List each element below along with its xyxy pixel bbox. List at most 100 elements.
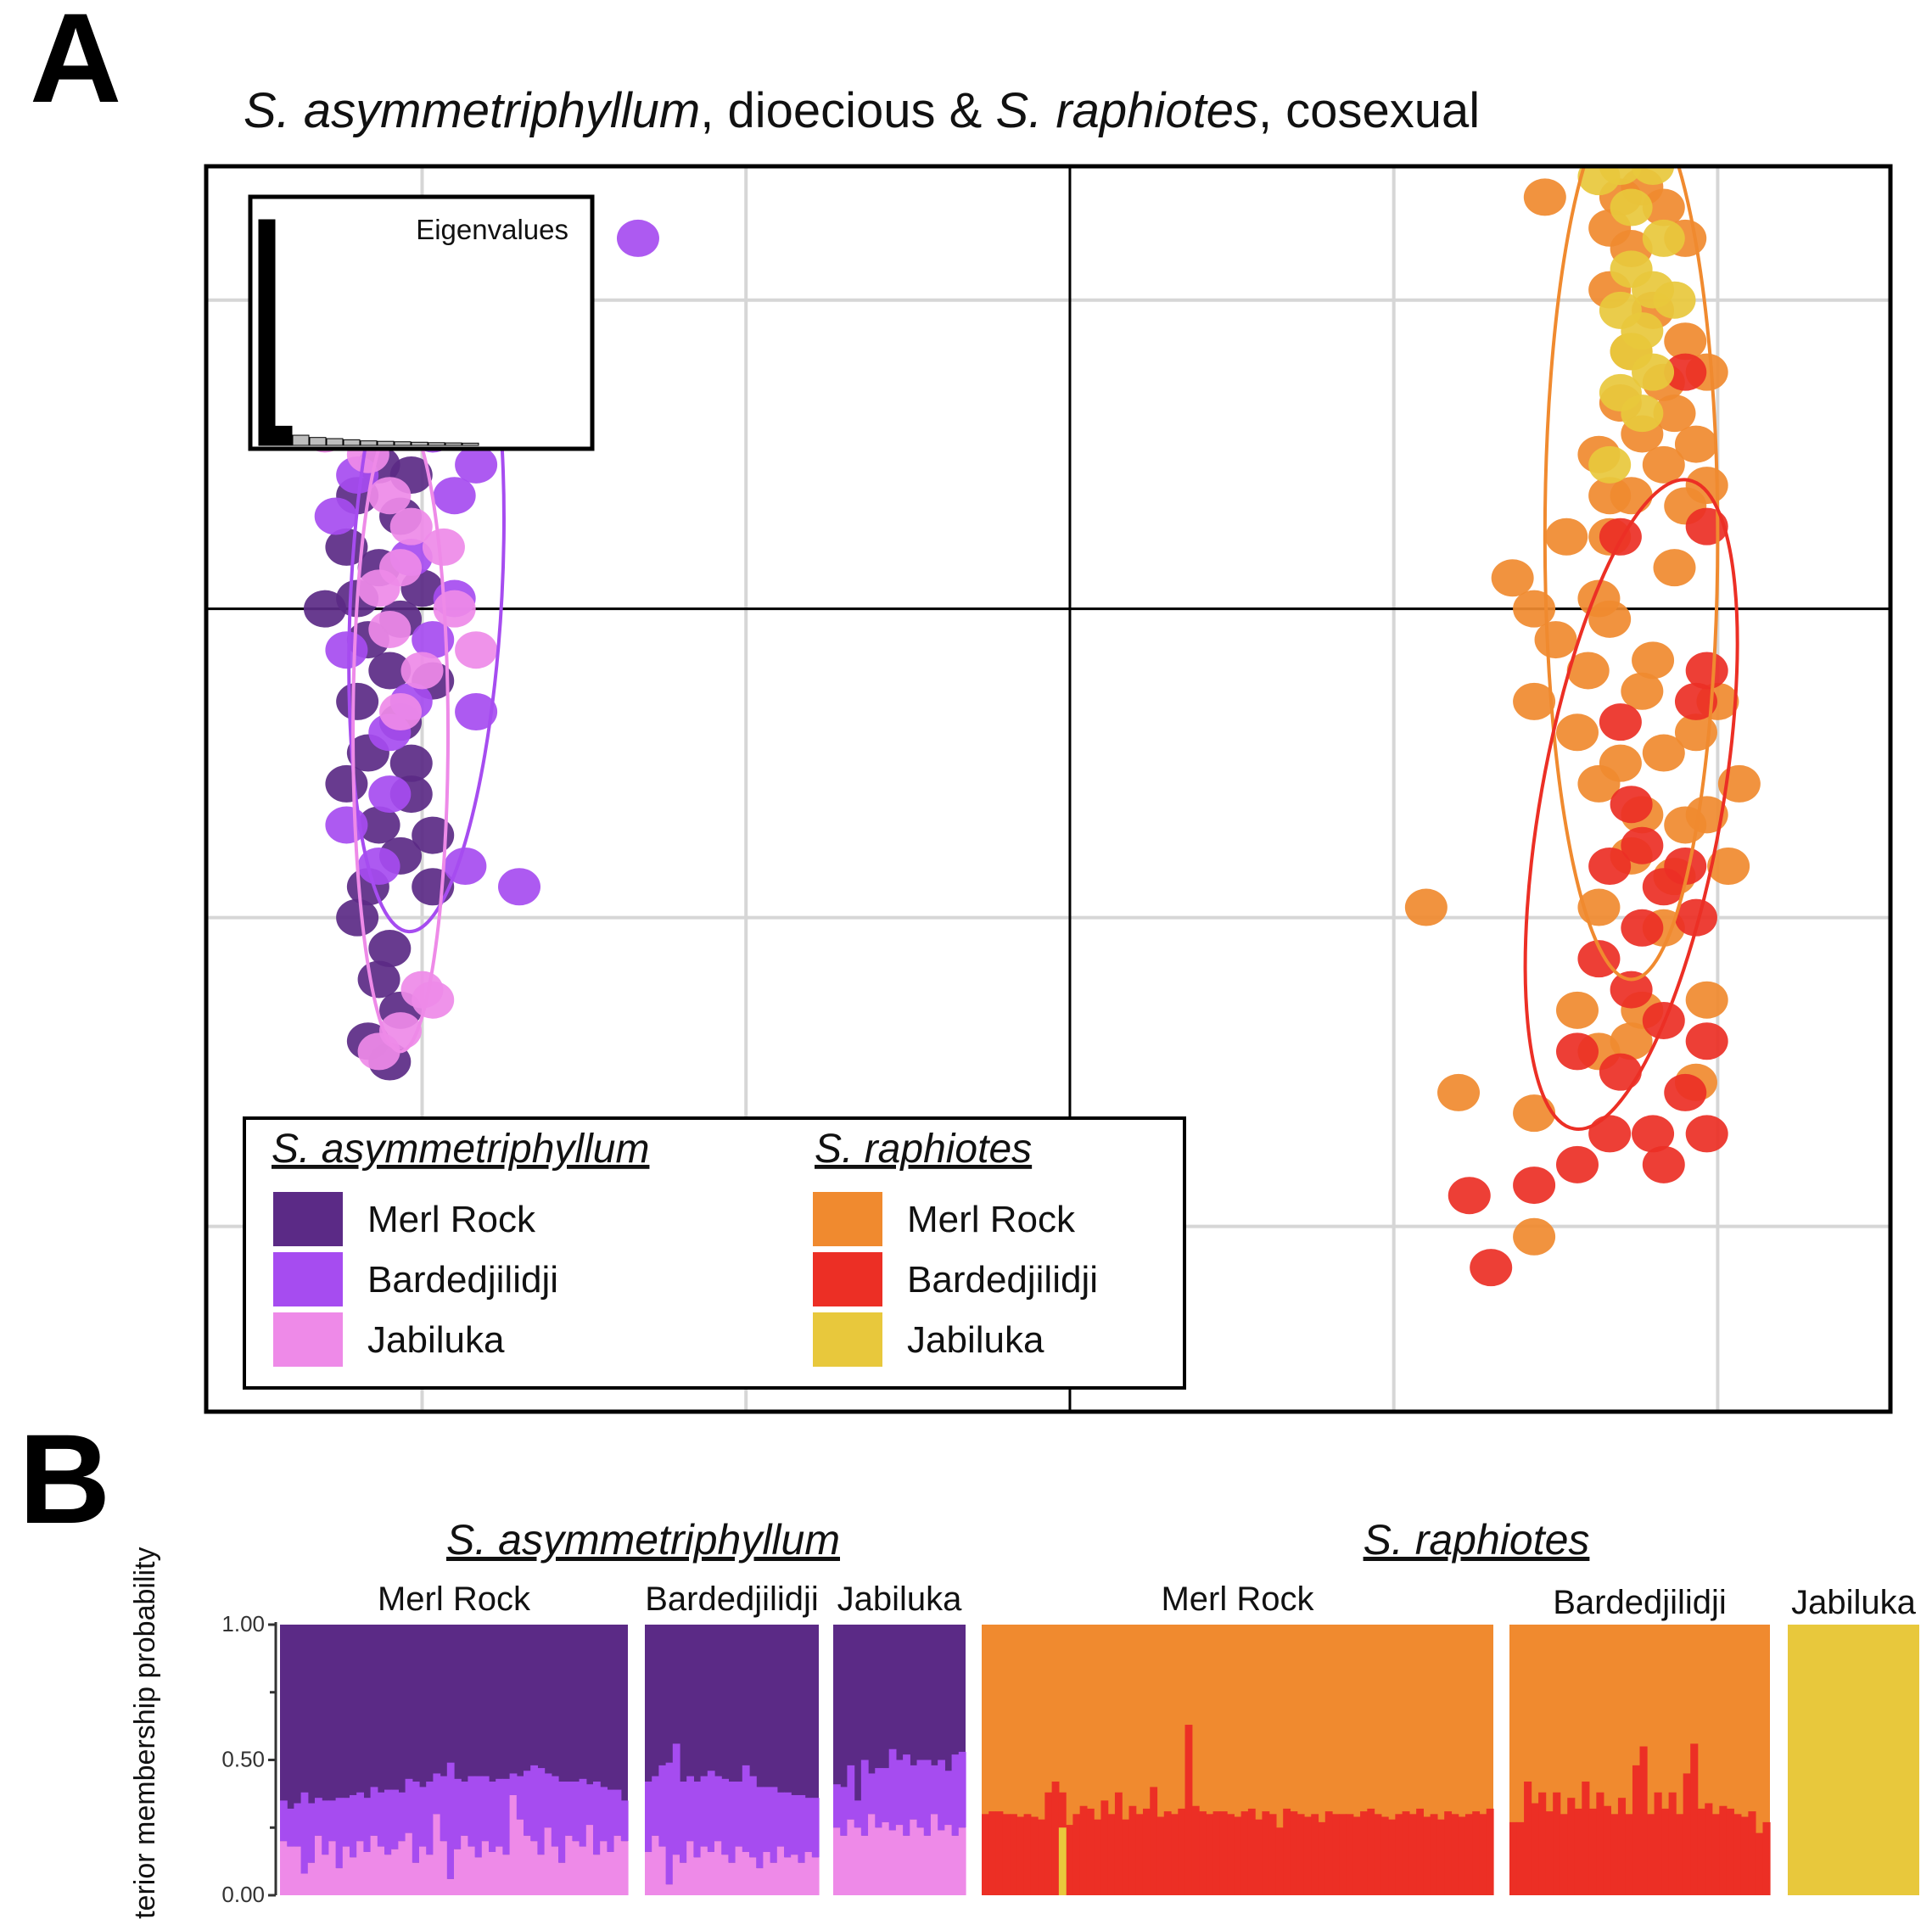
barplot-y-axis: 0.00 0.50 1.00	[221, 1611, 277, 1907]
bar-mid-0-15	[384, 1789, 392, 1855]
point-raph_bard-27	[1610, 786, 1653, 824]
bar-mid-0-37	[537, 1768, 546, 1855]
bar-bottom-3-51	[1339, 1814, 1347, 1895]
bar-bottom-0-25	[454, 1849, 462, 1895]
bar-bottom-4-3	[1531, 1803, 1539, 1895]
bar-bottom-0-4	[307, 1862, 316, 1895]
bar-mid-0-47	[607, 1789, 615, 1852]
point-asym_bard-19	[498, 868, 541, 906]
population-label-2: Jabiluka	[837, 1581, 963, 1618]
point-raph_merl-8	[1664, 322, 1707, 361]
bar-bottom-3-34	[1219, 1811, 1228, 1895]
bar-bottom-0-11	[356, 1841, 364, 1895]
bar-mid-0-32	[502, 1778, 511, 1855]
bar-bottom-3-39	[1255, 1819, 1263, 1895]
bar-bottom-2-9	[895, 1825, 904, 1895]
membership-bars	[280, 1625, 1919, 1895]
bar-mid-0-40	[558, 1782, 566, 1863]
point-raph_jabi-12	[1588, 445, 1632, 484]
point-asym_bard-13	[412, 621, 455, 659]
bar-bottom-3-61	[1408, 1814, 1417, 1895]
population-label-1: Bardedjilidji	[645, 1581, 819, 1618]
bar-bottom-0-5	[315, 1835, 322, 1895]
eigenvalue-bar-5	[343, 439, 361, 446]
bar-bottom-3-17	[1100, 1800, 1109, 1895]
point-raph_bard-21	[1555, 1145, 1599, 1183]
point-raph_bard-0	[1664, 353, 1707, 391]
bar-bottom-3-41	[1268, 1814, 1277, 1895]
bar-bottom-1-4	[672, 1855, 680, 1895]
bar-bottom-3-52	[1346, 1814, 1354, 1895]
point-raph_jabi-3	[1642, 219, 1685, 257]
bar-bottom-0-28	[474, 1857, 483, 1895]
bar-mid-0-31	[496, 1778, 503, 1847]
point-raph_bard-15	[1599, 1053, 1642, 1091]
bar-bottom-1-17	[763, 1851, 771, 1895]
bar-mid-1-20	[784, 1792, 792, 1858]
bar-bottom-4-16	[1625, 1814, 1633, 1895]
bar-bottom-3-42	[1275, 1827, 1284, 1895]
bar-bottom-3-26	[1163, 1811, 1172, 1895]
bar-bottom-0-48	[613, 1835, 622, 1895]
point-asym_bard-15	[368, 775, 412, 814]
point-raph_bard-18	[1632, 1115, 1675, 1153]
bar-bottom-2-6	[875, 1827, 883, 1895]
bar-bottom-3-54	[1360, 1811, 1368, 1895]
bar-mid-2-18	[958, 1751, 966, 1828]
point-raph_bard-10	[1621, 909, 1664, 947]
bar-mid-2-5	[868, 1773, 876, 1815]
bar-mid-1-5	[680, 1782, 687, 1863]
bar-bottom-0-7	[328, 1841, 337, 1895]
point-raph_merl-59	[1685, 981, 1728, 1019]
bar-bottom-3-16	[1094, 1819, 1102, 1895]
bar-bottom-2-11	[910, 1819, 918, 1895]
legend-group-raphiotes: S. raphiotes Merl Rock Bardedjilidji Jab…	[813, 1127, 1098, 1367]
point-asym_merl-20	[368, 930, 412, 968]
bar-bottom-4-9	[1574, 1808, 1582, 1895]
bar-mid-2-10	[903, 1754, 910, 1836]
title-part-2: S. raphiotes	[995, 83, 1258, 138]
bar-bottom-2-10	[903, 1835, 910, 1895]
bar-group-0	[280, 1625, 629, 1895]
point-raph_jabi-11	[1621, 394, 1664, 433]
point-raph_merl-3	[1642, 188, 1685, 227]
bar-group-3	[982, 1625, 1494, 1895]
bar-bottom-0-31	[496, 1846, 503, 1895]
ellipse-raph_bard	[1523, 478, 1739, 1131]
bar-mid-2-11	[910, 1765, 918, 1820]
bar-bottom-4-19	[1647, 1814, 1655, 1895]
point-asym_bard-25	[455, 693, 498, 731]
bar-bottom-3-69	[1464, 1814, 1473, 1895]
point-raph_merl-45	[1685, 467, 1728, 505]
bar-bottom-3-63	[1423, 1816, 1431, 1895]
point-raph_bard-23	[1513, 1167, 1556, 1205]
population-label-0: Merl Rock	[378, 1581, 531, 1618]
legend-label-asym-bard: Bardedjilidji	[367, 1259, 558, 1301]
bar-mid-1-7	[693, 1782, 702, 1858]
bar-bottom-1-15	[749, 1857, 757, 1895]
point-asym_bard-17	[444, 847, 487, 885]
bar-bottom-4-21	[1661, 1808, 1670, 1895]
y-tick-label-2: 1.00	[221, 1611, 265, 1636]
bar-mid-1-14	[742, 1765, 750, 1852]
legend-swatch-raph-jabi	[813, 1312, 882, 1367]
point-asym_merl-10	[368, 652, 412, 690]
bar-bottom-0-38	[544, 1827, 552, 1895]
point-asym_jabi-14	[412, 981, 455, 1019]
point-asym_merl-7	[303, 590, 346, 628]
bar-bottom-3-22	[1135, 1814, 1144, 1895]
bar-bottom-3-60	[1402, 1811, 1410, 1895]
bar-mid-0-33	[509, 1773, 518, 1795]
bar-bottom-3-32	[1206, 1814, 1214, 1895]
point-asym_bard-18	[357, 847, 400, 885]
point-asym_bard-8	[433, 477, 476, 515]
bar-bottom-2-14	[930, 1814, 938, 1895]
bar-bottom-4-8	[1567, 1798, 1576, 1895]
bar-bottom-0-34	[516, 1819, 524, 1895]
bar-bottom-4-0	[1509, 1821, 1518, 1895]
legend-swatch-asym-bard	[273, 1252, 343, 1306]
bar-mid-0-30	[489, 1782, 496, 1852]
bar-bottom-4-28	[1711, 1814, 1720, 1895]
bar-mid-0-39	[551, 1776, 559, 1847]
